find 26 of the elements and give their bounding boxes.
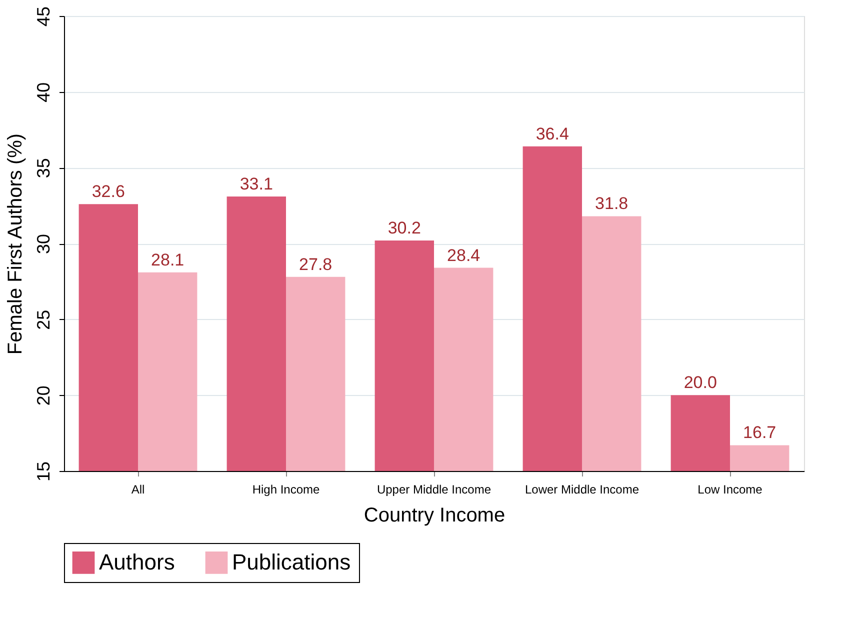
x-axis-title: Country Income <box>364 504 506 526</box>
data-label: 31.8 <box>595 194 628 214</box>
x-tick-label: High Income <box>252 482 320 496</box>
legend-label: Authors <box>99 550 175 575</box>
data-label: 32.6 <box>92 182 125 202</box>
y-tick-label: 35 <box>34 158 54 178</box>
y-tick-label: 30 <box>34 234 54 254</box>
data-label: 33.1 <box>240 174 273 194</box>
y-tick-label: 25 <box>34 310 54 330</box>
y-tick-label: 40 <box>34 82 54 102</box>
data-label: 36.4 <box>536 124 569 144</box>
data-label: 16.7 <box>743 423 776 442</box>
x-tick-label: Upper Middle Income <box>376 482 492 496</box>
x-tick-label: Low Income <box>698 482 763 496</box>
data-label: 28.1 <box>151 250 184 270</box>
x-tick-label: Lower Middle Income <box>524 482 640 496</box>
y-tick-label: 45 <box>34 6 54 27</box>
data-label: 27.8 <box>299 254 332 274</box>
data-label: 20.0 <box>684 373 717 392</box>
y-axis-title: Female First Authors (%) <box>4 133 26 355</box>
x-tick-label: All <box>131 482 145 496</box>
y-tick-label: 20 <box>34 386 54 406</box>
data-label: 28.4 <box>447 246 480 265</box>
y-tick-label: 15 <box>34 461 54 482</box>
legend-label: Publications <box>232 550 351 575</box>
data-label: 30.2 <box>388 218 421 238</box>
